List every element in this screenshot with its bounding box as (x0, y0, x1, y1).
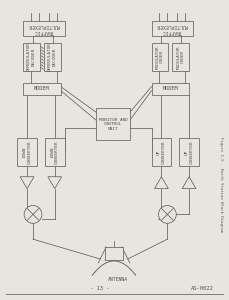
Text: - 13 -: - 13 - (90, 286, 110, 291)
Bar (23, 43, 40, 71)
Text: ANTENNA: ANTENNA (108, 277, 128, 282)
Text: DEMODULATOR
DECODER: DEMODULATOR DECODER (48, 42, 57, 71)
Text: MODEM: MODEM (34, 86, 50, 91)
Bar (105, 247, 123, 260)
Text: UP
CONVERTER: UP CONVERTER (157, 140, 166, 164)
Text: MODULATOR
CODER: MODULATOR CODER (156, 45, 164, 69)
Polygon shape (155, 177, 168, 189)
Text: AS-0022: AS-0022 (191, 286, 214, 291)
Bar (152, 21, 193, 36)
Text: TRAFFIC
MULTIPLEXER: TRAFFIC MULTIPLEXER (28, 23, 60, 34)
Text: UP
CONVERTER: UP CONVERTER (185, 140, 193, 164)
Text: Figure 1-5 - Earth Station Block Diagram: Figure 1-5 - Earth Station Block Diagram (219, 137, 223, 232)
Circle shape (24, 206, 42, 223)
Polygon shape (48, 177, 62, 189)
Bar (152, 43, 168, 71)
Bar (23, 21, 65, 36)
Text: MODULATOR
CODER: MODULATOR CODER (176, 45, 185, 69)
Text: MONITOR AND
CONTROL
UNIT: MONITOR AND CONTROL UNIT (98, 118, 128, 131)
Text: DOWN
CONVERTER: DOWN CONVERTER (50, 140, 59, 164)
Bar (152, 82, 189, 94)
Bar (44, 43, 61, 71)
Bar (45, 138, 65, 166)
Circle shape (158, 206, 176, 223)
Text: TRAFFIC
MULTIPLEXER: TRAFFIC MULTIPLEXER (156, 23, 188, 34)
Text: DEMODULATOR
DECODER: DEMODULATOR DECODER (27, 42, 36, 71)
Bar (23, 82, 61, 94)
Text: MODEM: MODEM (163, 86, 178, 91)
Bar (17, 138, 37, 166)
Bar (152, 138, 171, 166)
Polygon shape (182, 177, 196, 189)
Text: DOWN
CONVERTER: DOWN CONVERTER (23, 140, 31, 164)
Polygon shape (20, 177, 34, 189)
Bar (96, 108, 130, 140)
Bar (179, 138, 199, 166)
Bar (172, 43, 189, 71)
